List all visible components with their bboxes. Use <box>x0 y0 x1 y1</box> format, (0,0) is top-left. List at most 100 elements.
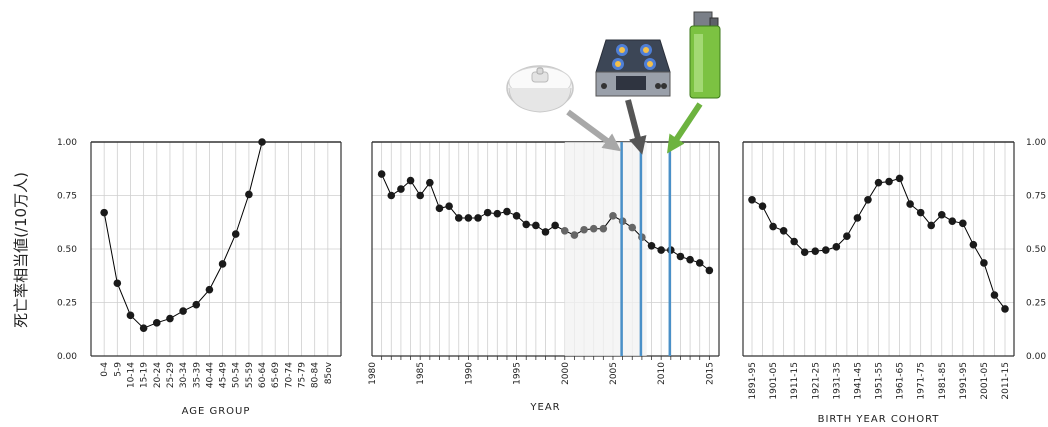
x-tick-label: 2000 <box>561 362 571 385</box>
x-tick-label: 55-59 <box>245 362 255 388</box>
data-point <box>570 231 579 239</box>
arrow-smoke-detector <box>566 109 622 152</box>
arrow-lighter <box>667 102 703 154</box>
data-point <box>205 285 214 294</box>
x-tick-label: 2015 <box>705 362 715 385</box>
x-tick-label: 2010 <box>657 362 667 385</box>
data-point <box>454 214 463 222</box>
data-point <box>231 230 240 238</box>
data-point <box>769 222 777 231</box>
data-point <box>483 208 492 217</box>
x-tick-label: 1941-45 <box>853 362 863 400</box>
x-tick-label: 50-54 <box>232 362 242 388</box>
data-point <box>1001 305 1009 313</box>
data-point <box>126 311 135 320</box>
data-point <box>589 224 598 233</box>
data-point <box>493 209 502 218</box>
data-point <box>532 221 540 230</box>
y-tick-label: 0.25 <box>1026 299 1046 309</box>
x-tick-label: 1995 <box>513 362 523 385</box>
data-point <box>464 214 473 222</box>
y-axis-title: 死亡率相当値(/10万人) <box>12 172 30 328</box>
x-tick-label: 1901-05 <box>769 362 779 400</box>
y-tick-label: 1.00 <box>1026 138 1046 148</box>
x-tick-label: 25-29 <box>166 362 176 388</box>
y-tick-label: 1.00 <box>57 138 77 148</box>
data-point <box>522 220 531 229</box>
data-point <box>560 227 569 235</box>
data-point <box>152 319 161 327</box>
x-tick-label: 1921-25 <box>811 362 821 400</box>
highlight-band <box>564 142 647 356</box>
x-tick-label: 1981-85 <box>938 362 948 400</box>
data-point <box>580 225 588 234</box>
data-point <box>503 207 511 216</box>
x-tick-label: 45-49 <box>219 362 229 388</box>
data-point <box>906 200 914 208</box>
y-tick-label: 0.50 <box>57 245 77 255</box>
data-point <box>748 195 756 204</box>
y-tick-label: 0.00 <box>57 352 77 362</box>
smoke-detector-icon <box>506 65 574 113</box>
x-tick-label: 80-84 <box>311 362 321 388</box>
x-tick-label: 5-9 <box>113 362 123 377</box>
x-tick-label: 65-69 <box>271 362 281 388</box>
x-tick-label: 2005 <box>609 362 619 385</box>
data-point <box>779 227 788 235</box>
data-point <box>800 248 809 257</box>
data-point <box>426 178 434 187</box>
x-tick-label: 1980 <box>368 362 378 385</box>
data-point <box>100 208 108 217</box>
arrow-gas-stove <box>625 99 647 155</box>
x-tick-label: 2011-15 <box>1001 362 1011 400</box>
x-tick-label: 1961-65 <box>896 362 906 400</box>
x-tick-label: 1985 <box>416 362 426 385</box>
data-point <box>512 212 521 220</box>
data-point <box>927 221 936 230</box>
data-point <box>990 291 999 299</box>
data-point <box>166 314 174 323</box>
data-point <box>790 237 798 246</box>
data-point <box>245 190 253 199</box>
gas-stove-icon <box>595 39 671 97</box>
x-tick-label: 1931-35 <box>832 362 842 400</box>
x-tick-label: 75-79 <box>298 362 308 388</box>
x-tick-label: 1951-55 <box>875 362 885 400</box>
data-point <box>406 176 415 185</box>
data-point <box>980 259 988 267</box>
data-point <box>377 170 386 178</box>
x-tick-label: 2001-05 <box>980 362 990 400</box>
x-tick-label: 20-24 <box>153 362 163 388</box>
x-tick-label: 40-44 <box>205 362 215 388</box>
data-point <box>179 307 187 315</box>
y-tick-label: 0.50 <box>1026 245 1046 255</box>
y-tick-label: 0.25 <box>57 299 77 309</box>
data-point <box>885 177 893 186</box>
x-axis-title: YEAR <box>529 402 560 413</box>
data-point <box>832 243 841 251</box>
data-point <box>959 219 967 228</box>
y-tick-label: 0.75 <box>1026 192 1046 202</box>
data-point <box>387 191 396 200</box>
data-point <box>113 279 122 288</box>
x-tick-label: 10-14 <box>126 362 136 388</box>
x-tick-label: 1991-95 <box>959 362 969 400</box>
x-tick-label: 35-39 <box>192 362 202 388</box>
x-tick-label: 0-4 <box>100 362 110 377</box>
lighter-icon <box>689 11 721 99</box>
x-tick-label: 1971-75 <box>917 362 927 400</box>
y-tick-label: 0.75 <box>57 192 77 202</box>
x-tick-label: 1891-95 <box>748 362 758 400</box>
data-point <box>821 246 830 254</box>
x-tick-label: 70-74 <box>284 362 294 388</box>
data-point <box>758 202 767 210</box>
x-tick-label: 30-34 <box>179 362 189 388</box>
data-point <box>676 252 685 261</box>
data-point <box>657 246 665 254</box>
data-point <box>218 260 227 268</box>
data-point <box>445 202 453 210</box>
data-point <box>416 191 424 200</box>
x-axis-title: AGE GROUP <box>182 406 251 417</box>
data-point <box>864 195 872 204</box>
data-point <box>474 214 482 222</box>
